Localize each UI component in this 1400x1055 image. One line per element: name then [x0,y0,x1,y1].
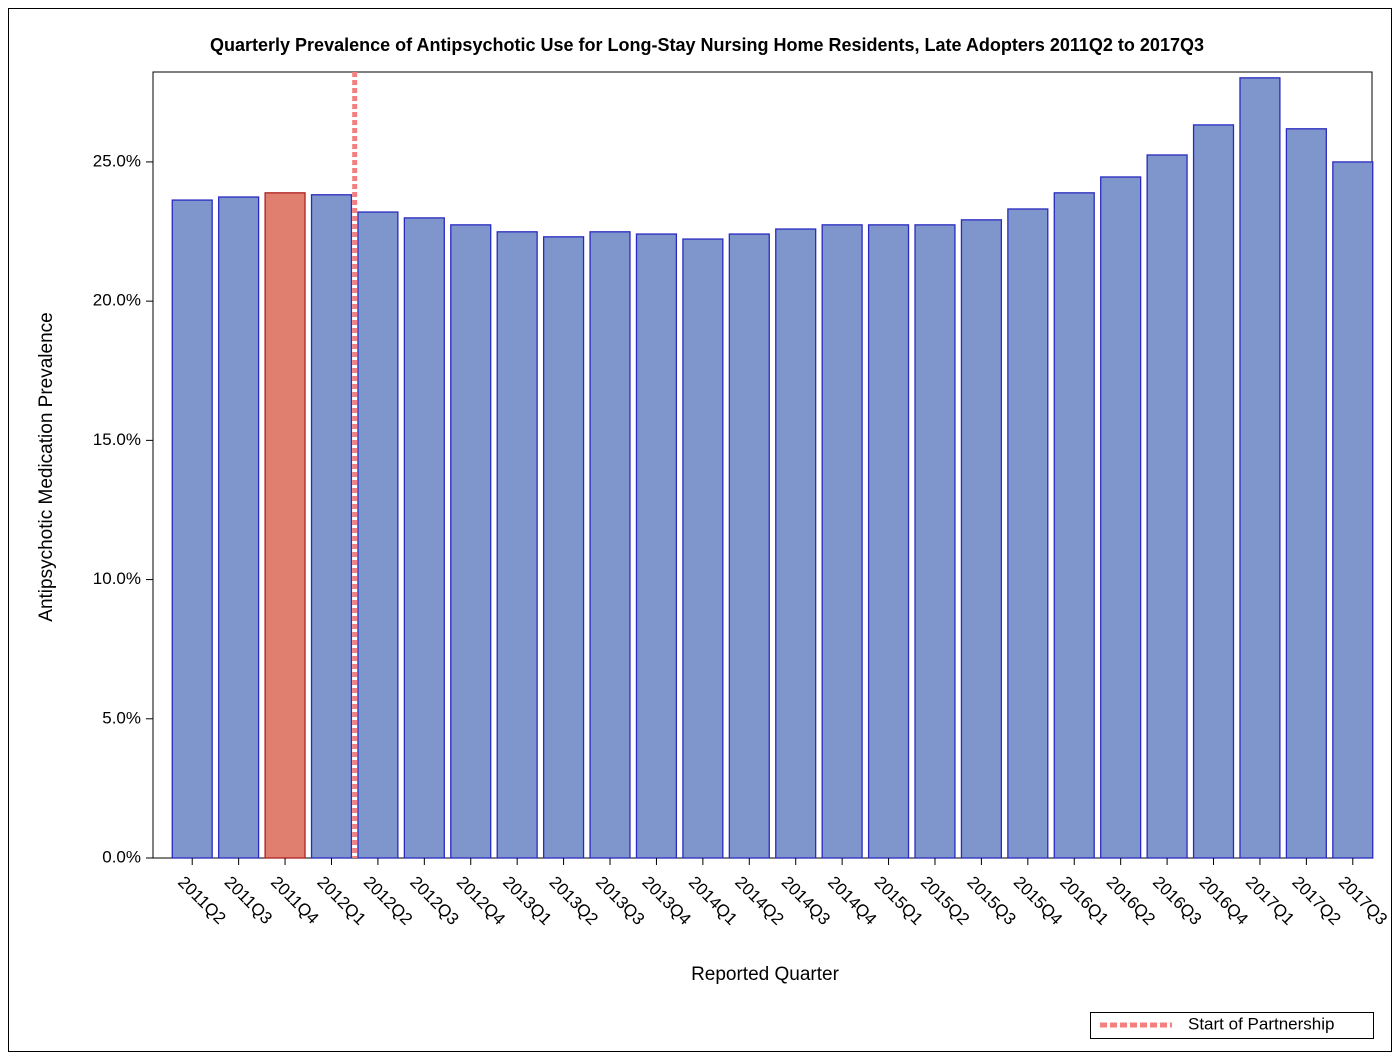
bar [821,224,863,859]
y-axis-label: Antipsychotic Medication Prevalence [36,312,57,621]
chart-title: Quarterly Prevalence of Antipsychotic Us… [210,35,1204,55]
bar [542,236,585,859]
bar [589,231,631,859]
bar [1007,208,1049,859]
x-axis-label: Reported Quarter [691,964,840,985]
bar [450,224,492,859]
bar [1239,77,1281,859]
bar [1285,128,1327,859]
y-tick-label: 15.0% [93,430,141,449]
bar [728,233,770,859]
bar [1332,161,1374,859]
bar [775,228,817,859]
bar [171,199,213,859]
bar [218,196,260,859]
bar [682,238,724,859]
bar [914,224,956,859]
bar [1053,192,1095,859]
bar [403,217,445,859]
bar [496,231,538,859]
y-tick-label: 10.0% [93,569,141,588]
bar [357,211,399,859]
bar [1100,176,1142,859]
bar [310,194,353,859]
legend-label: Start of Partnership [1188,1014,1334,1033]
y-tick-label: 5.0% [102,708,141,727]
y-tick-label: 25.0% [93,151,141,170]
bar [867,224,910,859]
bar [1192,124,1235,859]
legend-box [1090,1012,1374,1039]
y-tick-label: 0.0% [102,847,141,866]
y-tick-label: 20.0% [93,291,141,310]
bar [635,233,678,859]
bar [960,219,1003,859]
bar [264,192,306,859]
bar [1146,154,1188,859]
